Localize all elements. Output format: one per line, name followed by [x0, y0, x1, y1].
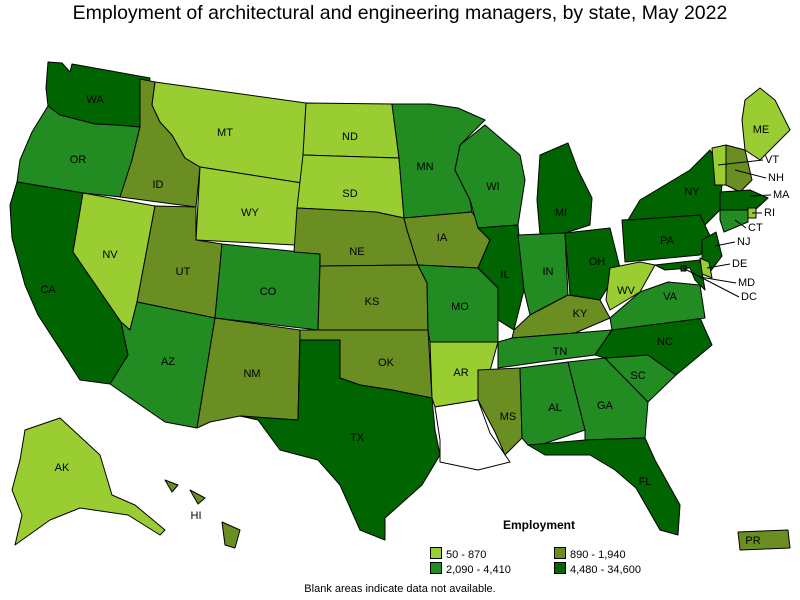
state-ak[interactable]	[11, 417, 166, 546]
state-label-pa: PA	[660, 235, 675, 247]
state-label-nc: NC	[657, 336, 673, 348]
state-label-ne: NE	[349, 246, 364, 258]
state-label-al: AL	[548, 402, 561, 414]
state-label-dc: DC	[741, 291, 757, 303]
state-label-ut: UT	[176, 266, 191, 278]
state-label-wa: WA	[86, 94, 104, 106]
state-label-wy: WY	[241, 207, 259, 219]
state-fl[interactable]	[527, 437, 681, 536]
state-label-in: IN	[543, 266, 554, 278]
legend-item-1: 50 - 870	[430, 547, 486, 561]
state-label-tx: TX	[350, 432, 365, 444]
legend-swatch-3	[430, 562, 442, 574]
state-pr[interactable]	[737, 529, 791, 551]
state-label-md: MD	[738, 277, 755, 289]
leader-line-dc	[682, 267, 740, 298]
state-label-vt: VT	[765, 154, 779, 166]
leader-line-nh	[734, 169, 767, 179]
state-wv[interactable]	[605, 261, 656, 311]
state-label-va: VA	[663, 291, 678, 303]
state-label-nj: NJ	[737, 236, 750, 248]
state-label-mo: MO	[451, 301, 469, 313]
legend-item-4: 4,480 - 34,600	[554, 562, 641, 576]
state-md[interactable]	[654, 259, 706, 291]
state-label-wi: WI	[486, 181, 499, 193]
legend-item-2: 890 - 1,940	[554, 547, 626, 561]
state-label-or: OR	[70, 154, 87, 166]
state-label-ky: KY	[573, 308, 588, 320]
state-label-oh: OH	[589, 256, 606, 268]
leader-line-vt	[717, 159, 764, 166]
state-label-ri: RI	[764, 207, 775, 219]
state-ny[interactable]	[627, 149, 724, 226]
state-label-tn: TN	[553, 346, 568, 358]
state-label-pr: PR	[745, 535, 760, 547]
legend-title: Employment	[503, 518, 576, 532]
state-label-fl: FL	[639, 476, 652, 488]
state-label-sc: SC	[630, 370, 645, 382]
state-la[interactable]	[434, 399, 511, 471]
state-label-ia: IA	[437, 232, 448, 244]
state-label-ca: CA	[40, 284, 56, 296]
legend-label-3: 2,090 - 4,410	[446, 564, 511, 576]
state-label-nv: NV	[102, 249, 118, 261]
state-ct[interactable]	[719, 209, 749, 233]
state-label-co: CO	[260, 286, 277, 298]
state-label-ks: KS	[365, 296, 380, 308]
state-ma[interactable]	[719, 189, 769, 211]
state-label-ok: OK	[378, 357, 395, 369]
state-label-nm: NM	[243, 368, 260, 380]
state-label-ct: CT	[748, 222, 763, 234]
state-label-az: AZ	[161, 356, 175, 368]
state-label-ak: AK	[55, 462, 70, 474]
state-label-nh: NH	[768, 172, 784, 184]
state-label-hi: HI	[191, 510, 202, 522]
leader-line-nj	[714, 241, 736, 247]
map-title: Employment of architectural and engineer…	[72, 2, 728, 24]
state-label-ar: AR	[453, 367, 468, 379]
state-hi[interactable]	[164, 479, 241, 549]
state-nh[interactable]	[725, 144, 753, 193]
leader-line-md	[699, 276, 737, 284]
state-label-mi: MI	[555, 207, 567, 219]
state-label-ga: GA	[597, 400, 614, 412]
leader-line-ct	[734, 219, 747, 229]
state-label-wv: WV	[617, 285, 635, 297]
legend-swatch-1	[430, 547, 442, 559]
leader-line-de	[706, 263, 731, 269]
state-label-ms: MS	[500, 411, 517, 423]
state-label-nd: ND	[342, 131, 358, 143]
legend-item-3: 2,090 - 4,410	[430, 562, 511, 576]
data-availability-note: Blank areas indicate data not available.	[304, 583, 496, 595]
state-label-mn: MN	[416, 161, 433, 173]
legend-label-2: 890 - 1,940	[570, 549, 626, 561]
state-tx[interactable]	[239, 339, 441, 541]
state-label-id: ID	[153, 179, 164, 191]
state-label-me: ME	[753, 124, 770, 136]
leader-line-ma	[749, 194, 772, 197]
legend-label-4: 4,480 - 34,600	[570, 564, 641, 576]
state-label-de: DE	[732, 258, 747, 270]
state-label-il: IL	[500, 269, 509, 281]
legend-swatch-4	[554, 562, 566, 574]
state-label-mt: MT	[217, 127, 233, 139]
state-label-sd: SD	[342, 188, 357, 200]
state-label-ma: MA	[773, 189, 790, 201]
legend-swatch-2	[554, 547, 566, 559]
state-me[interactable]	[741, 87, 791, 161]
state-mi[interactable]	[536, 142, 593, 236]
legend-label-1: 50 - 870	[446, 549, 487, 561]
state-label-ny: NY	[684, 186, 700, 198]
